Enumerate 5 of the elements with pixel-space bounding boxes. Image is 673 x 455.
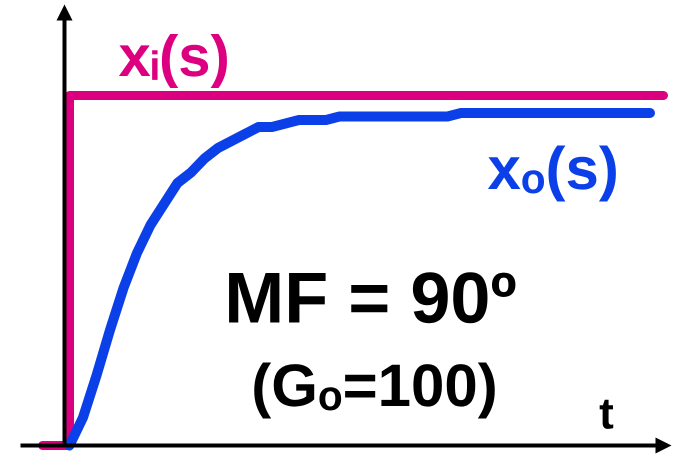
series-label: xᵢ(s) [118, 24, 230, 89]
annotation: MF = 90º [224, 258, 517, 339]
x-axis-title: t [599, 389, 614, 438]
annotation: (Gₒ=100) [251, 352, 498, 420]
series-label: xₒ(s) [488, 135, 619, 202]
